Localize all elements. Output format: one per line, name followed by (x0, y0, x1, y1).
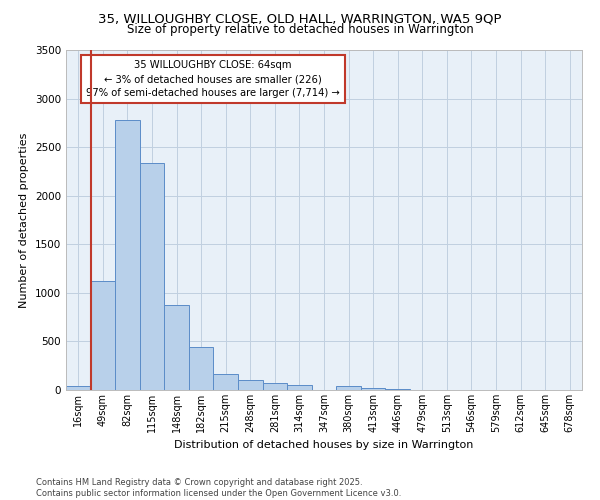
Bar (287, 385, 312, 390)
Bar (385, 389, 410, 390)
Bar (238, 380, 263, 390)
Text: Size of property relative to detached houses in Warrington: Size of property relative to detached ho… (127, 22, 473, 36)
Text: 35 WILLOUGHBY CLOSE: 64sqm
← 3% of detached houses are smaller (226)
97% of semi: 35 WILLOUGHBY CLOSE: 64sqm ← 3% of detac… (86, 60, 340, 98)
Bar (263, 382, 287, 390)
Bar (214, 374, 238, 390)
X-axis label: Distribution of detached houses by size in Warrington: Distribution of detached houses by size … (175, 440, 473, 450)
Bar (91, 281, 115, 390)
Y-axis label: Number of detached properties: Number of detached properties (19, 132, 29, 308)
Bar (361, 388, 385, 390)
Text: 35, WILLOUGHBY CLOSE, OLD HALL, WARRINGTON, WA5 9QP: 35, WILLOUGHBY CLOSE, OLD HALL, WARRINGT… (98, 12, 502, 26)
Bar (66, 386, 91, 390)
Bar (140, 162, 164, 390)
Bar (189, 348, 214, 390)
Bar (115, 120, 140, 390)
Bar (164, 304, 189, 390)
Text: Contains HM Land Registry data © Crown copyright and database right 2025.
Contai: Contains HM Land Registry data © Crown c… (36, 478, 401, 498)
Bar (336, 386, 361, 390)
